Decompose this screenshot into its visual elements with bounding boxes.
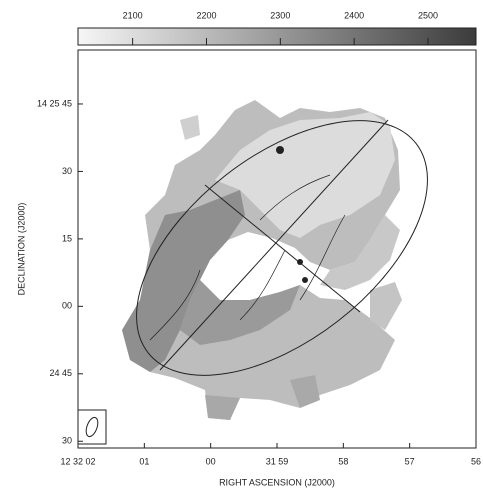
colorbar-tick-label: 2200 bbox=[196, 10, 216, 20]
x-tick-label: 12 32 02 bbox=[60, 456, 95, 466]
colorbar bbox=[78, 28, 476, 45]
x-axis-title: RIGHT ASCENSION (J2000) bbox=[219, 477, 335, 487]
colorbar-tick-label: 2400 bbox=[344, 10, 364, 20]
colorbar-tick-label: 2100 bbox=[123, 10, 143, 20]
x-tick-label: 56 bbox=[471, 456, 481, 466]
y-tick-label: 14 25 45 bbox=[37, 98, 72, 108]
x-tick-label: 57 bbox=[405, 456, 415, 466]
y-tick-label: 15 bbox=[62, 233, 72, 243]
colorbar-tick-label: 2300 bbox=[270, 10, 290, 20]
colorbar-tick-label: 2500 bbox=[418, 10, 438, 20]
x-tick-label: 01 bbox=[139, 456, 149, 466]
chart: RIGHT ASCENSION (J2000) DECLINATION (J20… bbox=[0, 0, 483, 492]
y-tick-label: 00 bbox=[62, 301, 72, 311]
y-axis-title: DECLINATION (J2000) bbox=[16, 203, 26, 296]
x-tick-label: 31 59 bbox=[266, 456, 289, 466]
x-tick-label: 00 bbox=[206, 456, 216, 466]
y-tick-label: 30 bbox=[62, 436, 72, 446]
x-tick-label: 58 bbox=[338, 456, 348, 466]
y-tick-label: 24 45 bbox=[49, 368, 72, 378]
y-tick-label: 30 bbox=[62, 166, 72, 176]
